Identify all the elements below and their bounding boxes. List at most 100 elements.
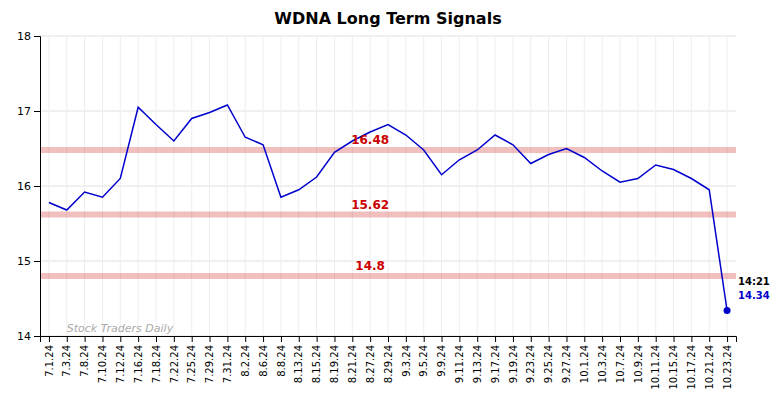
y-axis-line: [34, 37, 41, 337]
x-tick: 8.2.24: [240, 336, 251, 377]
x-tick: 9.17.24: [490, 336, 501, 383]
grid-line-x: [477, 36, 478, 336]
x-tick-mark: [192, 336, 193, 342]
x-tick-label: 7.1.24: [44, 345, 55, 377]
grid-line-x: [530, 36, 531, 336]
x-tick-label: 7.18.24: [151, 345, 162, 383]
grid-line-x: [637, 36, 638, 336]
x-tick-label: 9.9.24: [436, 345, 447, 377]
x-tick-mark: [691, 336, 692, 342]
x-tick-label: 9.3.24: [401, 345, 412, 377]
x-tick-label: 8.13.24: [293, 345, 304, 383]
x-tick-label: 8.27.24: [365, 345, 376, 383]
x-tick: 7.12.24: [115, 336, 126, 383]
x-tick-mark: [334, 336, 335, 342]
x-axis-line: [41, 337, 737, 343]
x-tick-label: 8.6.24: [258, 345, 269, 377]
x-tick: 9.23.24: [525, 336, 536, 383]
x-tick-label: 10.3.24: [597, 345, 608, 383]
grid-line-x: [66, 36, 67, 336]
x-tick-label: 9.5.24: [418, 345, 429, 377]
grid-line-x: [280, 36, 281, 336]
signal-band: [40, 147, 736, 153]
grid-line-x: [727, 36, 728, 336]
y-tick: 14: [17, 330, 40, 343]
x-tick: 8.29.24: [383, 336, 394, 383]
x-tick-label: 8.15.24: [311, 345, 322, 383]
grid-line-x: [691, 36, 692, 336]
y-tick-mark: [34, 111, 40, 112]
grid-line-x: [120, 36, 121, 336]
x-tick: 10.15.24: [668, 336, 679, 390]
x-axis: 7.1.247.3.247.8.247.10.247.12.247.16.247…: [41, 336, 737, 390]
x-tick: 8.13.24: [293, 336, 304, 383]
y-tick-mark: [34, 186, 40, 187]
grid-line-x: [620, 36, 621, 336]
x-tick: 10.23.24: [722, 336, 733, 390]
y-tick-mark: [34, 36, 40, 37]
x-tick: 9.19.24: [508, 336, 519, 383]
x-tick-mark: [299, 336, 300, 342]
x-tick-mark: [424, 336, 425, 342]
grid-line-x: [512, 36, 513, 336]
x-tick: 10.7.24: [615, 336, 626, 383]
x-tick-mark: [549, 336, 550, 342]
x-tick: 10.9.24: [633, 336, 644, 383]
y-tick: 15: [17, 255, 40, 268]
x-tick: 8.21.24: [347, 336, 358, 383]
x-tick-mark: [120, 336, 121, 342]
x-tick-label: 10.21.24: [704, 345, 715, 390]
x-tick: 7.3.24: [61, 336, 72, 377]
x-tick-mark: [566, 336, 567, 342]
last-point: [724, 307, 731, 314]
x-tick: 10.1.24: [579, 336, 590, 383]
x-tick-mark: [370, 336, 371, 342]
x-tick-label: 8.21.24: [347, 345, 358, 383]
x-tick-label: 9.27.24: [561, 345, 572, 383]
grid-line-x: [566, 36, 567, 336]
chart: 7.1.247.3.247.8.247.10.247.12.247.16.247…: [0, 0, 784, 398]
grid-line-x: [84, 36, 85, 336]
x-tick: 8.6.24: [258, 336, 269, 377]
grid-line-x: [459, 36, 460, 336]
x-tick-label: 10.23.24: [722, 345, 733, 390]
y-tick: 17: [17, 105, 40, 118]
x-tick-mark: [49, 336, 50, 342]
grid-line-x: [191, 36, 192, 336]
x-tick-label: 7.12.24: [115, 345, 126, 383]
y-tick-mark: [34, 336, 40, 337]
x-tick: 9.9.24: [436, 336, 447, 377]
x-tick-mark: [227, 336, 228, 342]
x-tick-mark: [102, 336, 103, 342]
x-tick: 9.3.24: [401, 336, 412, 377]
y-tick: 16: [17, 180, 40, 193]
last-time: 14:21: [738, 276, 770, 287]
x-tick-mark: [727, 336, 728, 342]
grid: [40, 36, 736, 336]
x-tick-label: 10.1.24: [579, 345, 590, 383]
x-tick-mark: [174, 336, 175, 342]
x-tick-mark: [477, 336, 478, 342]
x-tick-mark: [513, 336, 514, 342]
x-tick-label: 7.10.24: [97, 345, 108, 383]
grid-line-x: [102, 36, 103, 336]
x-tick-label: 9.23.24: [525, 345, 536, 383]
x-tick-mark: [281, 336, 282, 342]
x-tick: 7.18.24: [151, 336, 162, 383]
x-tick-label: 7.16.24: [133, 345, 144, 383]
x-tick-mark: [245, 336, 246, 342]
x-tick-label: 8.8.24: [276, 345, 287, 377]
grid-line-x: [423, 36, 424, 336]
x-tick-mark: [442, 336, 443, 342]
grid-line-x: [405, 36, 406, 336]
x-tick-mark: [138, 336, 139, 342]
x-tick: 7.22.24: [169, 336, 180, 383]
grid-line-x: [263, 36, 264, 336]
grid-line-x: [655, 36, 656, 336]
x-tick-label: 9.11.24: [454, 345, 465, 383]
grid-line-x: [548, 36, 549, 336]
x-tick-label: 10.11.24: [650, 345, 661, 390]
x-tick-mark: [495, 336, 496, 342]
x-tick: 9.27.24: [561, 336, 572, 383]
x-tick: 10.17.24: [686, 336, 697, 390]
